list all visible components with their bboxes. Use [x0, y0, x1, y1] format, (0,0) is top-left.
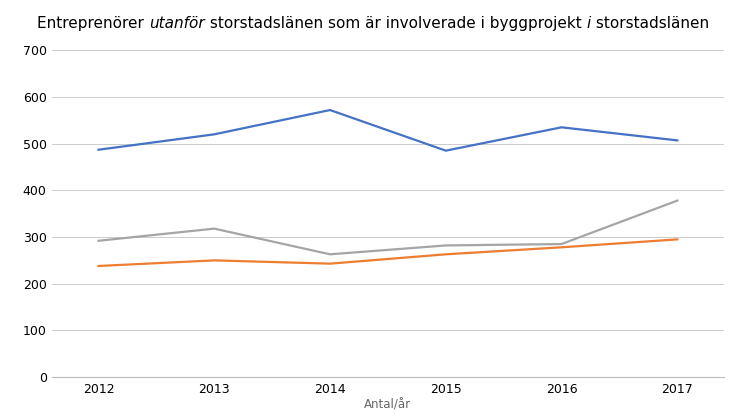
Text: storstadslänen som är involverade i byggprojekt: storstadslänen som är involverade i bygg…: [204, 16, 586, 31]
X-axis label: Antal/år: Antal/år: [364, 398, 412, 411]
Text: Entreprenörer: Entreprenörer: [37, 16, 149, 31]
Text: i: i: [586, 16, 591, 31]
Text: utanför: utanför: [149, 16, 204, 31]
Text: storstadslänen: storstadslänen: [591, 16, 709, 31]
